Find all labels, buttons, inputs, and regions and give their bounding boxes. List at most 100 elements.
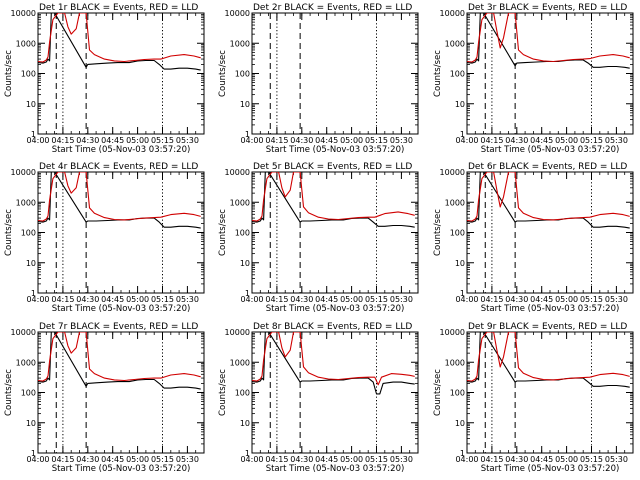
x-tick-label: 05:00 [126,455,149,464]
y-tick-label: 10 [240,100,250,109]
x-axis-ticks: 04:00 04:15 04:30 04:45 05:00 05:15 05:30 [455,172,634,304]
panel-title: Det 6r BLACK = Events, RED = LLD [468,162,627,172]
x-tick-label: 04:15 [265,136,288,145]
x-axis-ticks: 04:00 04:15 04:30 04:45 05:00 05:15 05:30 [455,332,634,464]
y-axis-ticks: 1 10 100 1000 10000 [440,9,633,139]
y-axis-ticks: 1 10 100 1000 10000 [11,9,204,139]
x-tick-label: 04:30 [290,455,313,464]
x-tick-label: 05:00 [340,455,363,464]
x-axis-label: Start Time (05-Nov-03 03:57:20) [266,464,405,474]
x-axis-ticks: 04:00 04:15 04:30 04:45 05:00 05:15 05:30 [455,13,634,145]
x-tick-label: 05:15 [365,295,388,304]
panel-det-4: Det 4r BLACK = Events, RED = LLD 1 10 100 10… [4,162,205,314]
x-tick-label: 05:30 [390,455,413,464]
x-axis-ticks: 04:00 04:15 04:30 04:45 05:00 05:15 05:30 [240,172,419,304]
y-tick-label: 1000 [445,39,465,48]
x-tick-label: 04:00 [26,136,49,145]
y-tick-label: 1 [460,449,465,458]
series-group [467,332,630,388]
y-tick-label: 10000 [440,9,465,18]
x-tick-label: 04:15 [265,455,288,464]
y-tick-label: 1 [460,130,465,139]
panel-det-2: Det 2r BLACK = Events, RED = LLD 1 10 100 10… [218,3,419,155]
panel-det-6: Det 6r BLACK = Events, RED = LLD 1 10 100 10… [433,162,634,314]
reference-lines [484,332,592,453]
x-axis-ticks: 04:00 04:15 04:30 04:45 05:00 05:15 05:30 [26,13,205,145]
x-tick-label: 04:30 [76,136,99,145]
panel-title: Det 7r BLACK = Events, RED = LLD [39,322,198,332]
series-line-lld [467,332,630,382]
y-tick-label: 10000 [11,328,36,337]
series-line-lld [467,13,630,63]
x-tick-label: 04:00 [26,455,49,464]
x-tick-label: 04:15 [480,295,503,304]
x-tick-label: 04:45 [101,455,124,464]
y-tick-label: 1000 [445,198,465,207]
panel-title: Det 9r BLACK = Events, RED = LLD [468,322,627,332]
x-tick-label: 05:30 [176,136,199,145]
x-tick-label: 04:30 [505,136,528,145]
series-line-events [252,172,415,228]
x-axis-label: Start Time (05-Nov-03 03:57:20) [52,304,191,314]
y-tick-label: 1 [245,449,250,458]
y-tick-label: 100 [450,389,465,398]
x-tick-label: 05:30 [390,295,413,304]
panel-det-1: Det 1r BLACK = Events, RED = LLD 1 10 100 10… [4,3,205,155]
x-axis-label: Start Time (05-Nov-03 03:57:20) [266,304,405,314]
y-tick-label: 10000 [440,168,465,177]
x-axis-label: Start Time (05-Nov-03 03:57:20) [52,145,191,155]
y-tick-label: 1000 [16,198,36,207]
panel-title: Det 2r BLACK = Events, RED = LLD [253,3,412,13]
y-tick-label: 100 [21,70,36,79]
panel-det-9: Det 9r BLACK = Events, RED = LLD 1 10 100 10… [433,322,634,474]
x-tick-label: 04:15 [51,136,74,145]
y-tick-label: 100 [235,389,250,398]
series-line-events [38,13,201,71]
x-tick-label: 04:15 [51,295,74,304]
y-axis-ticks: 1 10 100 1000 10000 [225,168,418,298]
y-tick-label: 1 [31,289,36,298]
y-tick-label: 1 [245,289,250,298]
x-tick-label: 05:00 [555,295,578,304]
series-group [467,13,630,69]
y-tick-label: 1000 [445,358,465,367]
y-axis-label: Counts/sec [4,209,14,256]
panel-title: Det 1r BLACK = Events, RED = LLD [39,3,198,13]
y-tick-label: 10 [455,419,465,428]
x-tick-label: 05:15 [580,136,603,145]
x-tick-label: 04:45 [315,295,338,304]
reference-lines [55,13,163,134]
x-tick-label: 05:30 [176,295,199,304]
x-tick-label: 04:30 [505,295,528,304]
y-axis-label: Counts/sec [4,50,14,97]
y-tick-label: 10 [26,419,36,428]
reference-lines [484,172,592,293]
x-tick-label: 04:15 [265,295,288,304]
y-axis-label: Counts/sec [433,50,443,97]
y-axis-label: Counts/sec [433,209,443,256]
y-tick-label: 100 [235,70,250,79]
x-axis-label: Start Time (05-Nov-03 03:57:20) [52,464,191,474]
y-tick-label: 10 [455,259,465,268]
y-axis-label: Counts/sec [4,369,14,416]
x-tick-label: 04:30 [290,136,313,145]
x-tick-label: 05:00 [555,455,578,464]
series-line-lld [38,172,201,222]
x-tick-label: 04:45 [101,136,124,145]
y-tick-label: 10 [26,100,36,109]
y-tick-label: 1 [31,130,36,139]
y-tick-label: 10000 [225,328,250,337]
x-axis-label: Start Time (05-Nov-03 03:57:20) [266,145,405,155]
x-tick-label: 05:15 [365,455,388,464]
panel-det-3: Det 3r BLACK = Events, RED = LLD 1 10 100 10… [433,3,634,155]
x-tick-label: 05:00 [340,136,363,145]
series-group [38,13,201,71]
y-axis-ticks: 1 10 100 1000 10000 [440,328,633,458]
x-tick-label: 05:30 [605,136,628,145]
x-tick-label: 04:30 [76,455,99,464]
x-tick-label: 05:30 [605,295,628,304]
panel-title: Det 8r BLACK = Events, RED = LLD [253,322,412,332]
x-tick-label: 04:15 [51,455,74,464]
series-line-lld [252,332,415,386]
